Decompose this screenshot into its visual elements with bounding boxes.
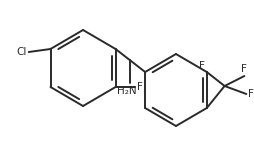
Text: F: F bbox=[137, 82, 143, 92]
Text: F: F bbox=[198, 61, 204, 71]
Text: F: F bbox=[247, 89, 253, 99]
Text: H₂N: H₂N bbox=[116, 85, 136, 95]
Text: F: F bbox=[241, 64, 246, 74]
Text: Cl: Cl bbox=[16, 47, 27, 57]
